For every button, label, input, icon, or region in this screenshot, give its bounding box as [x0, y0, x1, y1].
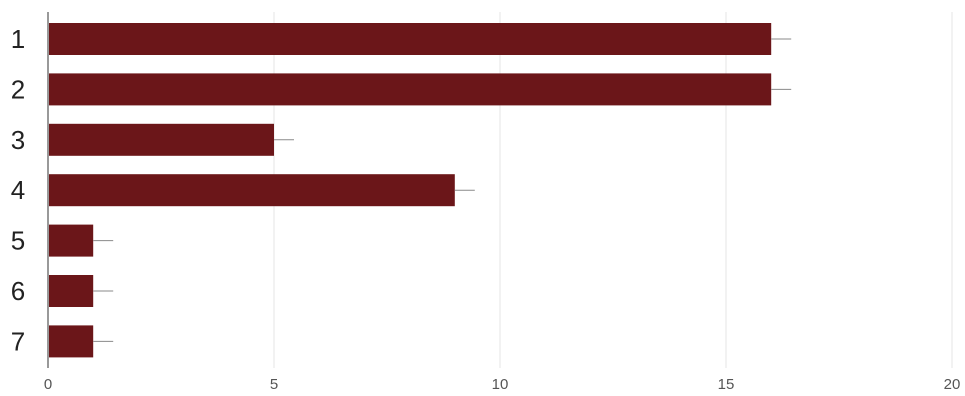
error-bars	[93, 38, 792, 342]
category-labels: 1 2 3 4 5 6 7	[11, 24, 25, 356]
category-label-6: 6	[11, 276, 25, 306]
x-tick-label-15: 15	[718, 376, 735, 393]
x-tick-label-0: 0	[44, 376, 52, 393]
bar-6	[49, 275, 94, 307]
x-tick-label-5: 5	[270, 376, 278, 393]
bars	[49, 23, 772, 358]
x-tick-labels: 0 5 10 15 20	[44, 376, 961, 393]
bar-5	[49, 224, 94, 257]
x-tick-label-20: 20	[944, 376, 961, 393]
x-tick-label-10: 10	[492, 376, 509, 393]
bar-7	[49, 325, 94, 358]
category-label-1: 1	[11, 24, 25, 54]
category-label-3: 3	[11, 125, 25, 155]
category-label-2: 2	[11, 74, 25, 104]
category-label-7: 7	[11, 326, 25, 356]
bar-1	[49, 23, 772, 55]
bar-2	[49, 73, 772, 106]
bar-4	[49, 174, 455, 207]
bar-3	[49, 123, 274, 156]
category-label-4: 4	[11, 175, 25, 205]
category-label-5: 5	[11, 226, 25, 256]
